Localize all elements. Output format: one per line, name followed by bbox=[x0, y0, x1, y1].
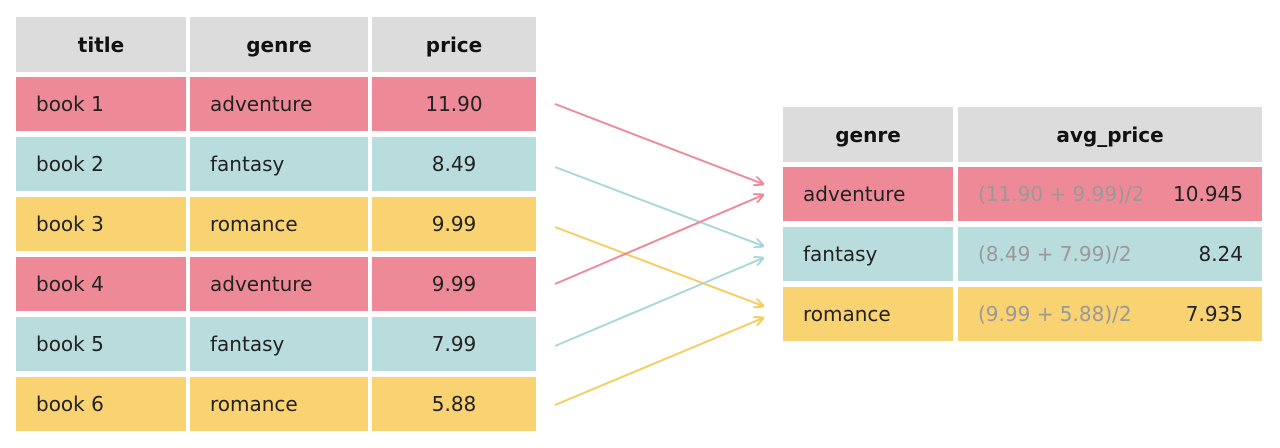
avg-value: 7.935 bbox=[1185, 302, 1243, 326]
table-cell: 8.49 bbox=[372, 137, 536, 191]
avg-value: 8.24 bbox=[1198, 242, 1243, 266]
table-cell: adventure bbox=[783, 167, 953, 221]
arrow bbox=[554, 166, 763, 246]
header-cell: avg_price bbox=[958, 107, 1262, 162]
table-cell: 11.90 bbox=[372, 77, 536, 131]
table-cell: romance bbox=[190, 377, 368, 431]
table-cell: adventure bbox=[190, 77, 368, 131]
table-cell: book 1 bbox=[16, 77, 186, 131]
table-cell: romance bbox=[190, 197, 368, 251]
formula: (8.49 + 7.99)/2 bbox=[978, 242, 1132, 266]
table-cell: 9.99 bbox=[372, 197, 536, 251]
table-cell: book 3 bbox=[16, 197, 186, 251]
header-cell: genre bbox=[783, 107, 953, 162]
formula: (11.90 + 9.99)/2 bbox=[978, 182, 1145, 206]
table-cell: 9.99 bbox=[372, 257, 536, 311]
table-cell bbox=[958, 227, 1262, 281]
arrow bbox=[554, 195, 763, 285]
table-cell: 5.88 bbox=[372, 377, 536, 431]
arrow bbox=[554, 318, 763, 406]
avg-value: 10.945 bbox=[1173, 182, 1243, 206]
table-cell: adventure bbox=[190, 257, 368, 311]
arrow bbox=[554, 226, 763, 306]
table-cell: romance bbox=[783, 287, 953, 341]
table-cell: fantasy bbox=[783, 227, 953, 281]
table-cell bbox=[958, 167, 1262, 221]
header-cell: price bbox=[372, 17, 536, 72]
table-cell: 7.99 bbox=[372, 317, 536, 371]
table-cell bbox=[958, 287, 1262, 341]
header-cell: genre bbox=[190, 17, 368, 72]
table-cell: fantasy bbox=[190, 317, 368, 371]
table-cell: fantasy bbox=[190, 137, 368, 191]
formula: (9.99 + 5.88)/2 bbox=[978, 302, 1132, 326]
header-cell: title bbox=[16, 17, 186, 72]
table-cell: book 4 bbox=[16, 257, 186, 311]
table-cell: book 6 bbox=[16, 377, 186, 431]
table-cell: book 2 bbox=[16, 137, 186, 191]
arrow bbox=[554, 103, 763, 184]
arrow bbox=[554, 258, 763, 347]
table-cell: book 5 bbox=[16, 317, 186, 371]
